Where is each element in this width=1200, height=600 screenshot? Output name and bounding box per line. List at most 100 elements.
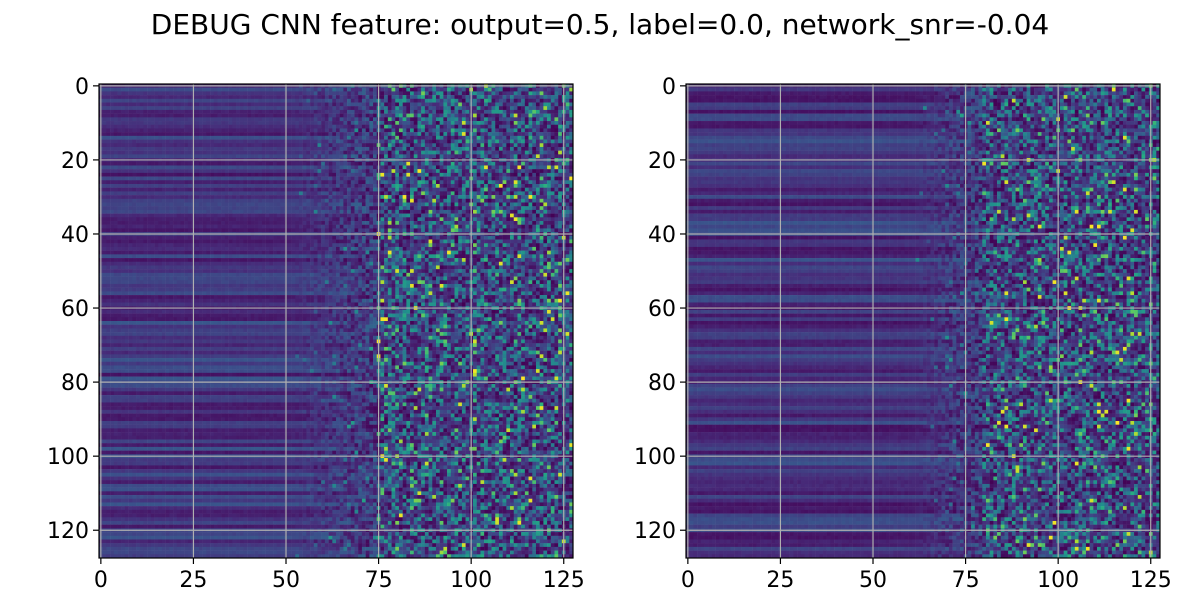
heatmap-cell xyxy=(158,88,162,92)
heatmap-cell xyxy=(366,106,370,110)
heatmap-cell xyxy=(184,91,188,95)
heatmap-cell xyxy=(440,110,444,114)
heatmap-cell xyxy=(321,91,325,95)
heatmap-cell xyxy=(566,88,570,92)
heatmap-cell xyxy=(136,99,140,103)
heatmap-cell xyxy=(314,117,318,121)
heatmap-cell xyxy=(332,106,336,110)
heatmap-cell xyxy=(506,110,510,114)
heatmap-cell xyxy=(380,91,384,95)
heatmap-cell xyxy=(321,95,325,99)
heatmap-cell xyxy=(266,114,270,118)
heatmap-cell xyxy=(436,99,440,103)
heatmap-cell xyxy=(551,91,555,95)
heatmap-cell xyxy=(166,91,170,95)
heatmap-cell xyxy=(547,91,551,95)
heatmap-cell xyxy=(236,95,240,99)
heatmap-cell xyxy=(514,88,518,92)
heatmap-cell xyxy=(251,110,255,114)
heatmap-cell xyxy=(492,106,496,110)
heatmap-cell xyxy=(543,88,547,92)
heatmap-cell xyxy=(199,91,203,95)
heatmap-cell xyxy=(514,99,518,103)
heatmap-cell xyxy=(495,99,499,103)
heatmap-cell xyxy=(129,117,133,121)
heatmap-cell xyxy=(417,91,421,95)
heatmap-cell xyxy=(432,95,436,99)
heatmap-cell xyxy=(303,114,307,118)
heatmap-cell xyxy=(262,95,266,99)
heatmap-cell xyxy=(473,117,477,121)
heatmap-cell xyxy=(455,110,459,114)
heatmap-cell xyxy=(543,110,547,114)
heatmap-cell xyxy=(280,110,284,114)
heatmap-cell xyxy=(180,95,184,99)
heatmap-cell xyxy=(262,114,266,118)
heatmap-cell xyxy=(373,91,377,95)
heatmap-cell xyxy=(436,114,440,118)
heatmap-cell xyxy=(121,106,125,110)
heatmap-cell xyxy=(173,91,177,95)
heatmap-cell xyxy=(132,99,136,103)
heatmap-cell xyxy=(121,99,125,103)
heatmap-cell xyxy=(554,106,558,110)
heatmap-cell xyxy=(169,110,173,114)
heatmap-cell xyxy=(384,88,388,92)
heatmap-cell xyxy=(369,110,373,114)
heatmap-cell xyxy=(210,91,214,95)
heatmap-cell xyxy=(258,117,262,121)
heatmap-cell xyxy=(232,91,236,95)
heatmap-cell xyxy=(140,117,144,121)
heatmap-cell xyxy=(384,106,388,110)
heatmap-cell xyxy=(195,110,199,114)
heatmap-cell xyxy=(184,106,188,110)
heatmap-cell xyxy=(269,91,273,95)
heatmap-cell xyxy=(340,117,344,121)
heatmap-cell xyxy=(229,91,233,95)
heatmap-cell xyxy=(162,91,166,95)
heatmap-cell xyxy=(329,88,333,92)
heatmap-cell xyxy=(451,103,455,107)
heatmap-cell xyxy=(188,91,192,95)
heatmap-cell xyxy=(221,106,225,110)
heatmap-cell xyxy=(166,88,170,92)
heatmap-cell xyxy=(484,103,488,107)
heatmap-cell xyxy=(273,117,277,121)
heatmap-cell xyxy=(506,99,510,103)
heatmap-cell xyxy=(140,95,144,99)
heatmap-cell xyxy=(325,114,329,118)
heatmap-cell xyxy=(129,106,133,110)
heatmap-cell xyxy=(314,103,318,107)
heatmap-cell xyxy=(358,99,362,103)
figure-title: DEBUG CNN feature: output=0.5, label=0.0… xyxy=(151,8,1049,41)
heatmap-cell xyxy=(532,114,536,118)
heatmap-cell xyxy=(273,114,277,118)
heatmap-cell xyxy=(532,110,536,114)
heatmap-cell xyxy=(132,95,136,99)
heatmap-cell xyxy=(277,95,281,99)
heatmap-cell xyxy=(299,95,303,99)
heatmap-cell xyxy=(510,106,514,110)
heatmap-cell xyxy=(388,117,392,121)
heatmap-cell xyxy=(517,88,521,92)
heatmap-cell xyxy=(384,99,388,103)
heatmap-cell xyxy=(406,114,410,118)
heatmap-cell xyxy=(321,117,325,121)
heatmap-cell xyxy=(166,117,170,121)
heatmap-cell xyxy=(410,99,414,103)
heatmap-cell xyxy=(403,103,407,107)
heatmap-cell xyxy=(336,114,340,118)
heatmap-cell xyxy=(229,103,233,107)
heatmap-cell xyxy=(403,88,407,92)
heatmap-cell xyxy=(355,95,359,99)
heatmap-cell xyxy=(395,106,399,110)
heatmap-cell xyxy=(243,114,247,118)
heatmap-cell xyxy=(355,103,359,107)
heatmap-cell xyxy=(206,95,210,99)
heatmap-cell xyxy=(143,106,147,110)
heatmap-cell xyxy=(147,114,151,118)
heatmap-cell xyxy=(355,117,359,121)
heatmap-cell xyxy=(118,88,122,92)
heatmap-cell xyxy=(429,106,433,110)
heatmap-cell xyxy=(362,99,366,103)
